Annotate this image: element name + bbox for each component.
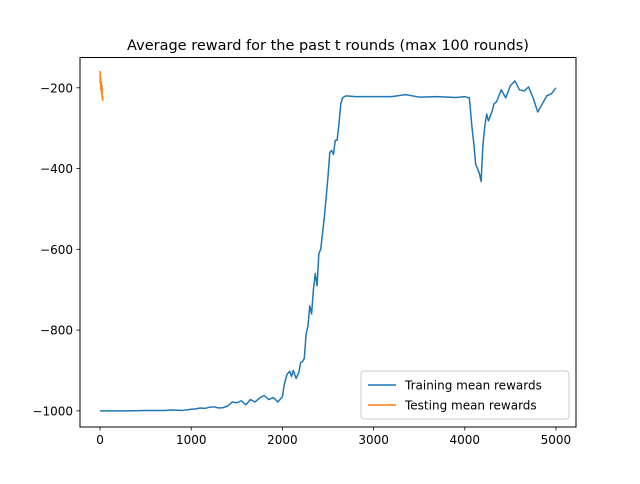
chart-title: Average reward for the past t rounds (ma… <box>127 38 529 54</box>
y-tick-label: −600 <box>40 243 73 257</box>
y-tick-label: −800 <box>40 324 73 338</box>
x-tick-label: 3000 <box>358 433 389 447</box>
x-axis: 0 1000 2000 3000 4000 5000 <box>96 427 571 447</box>
y-tick-label: −200 <box>40 81 73 95</box>
legend[interactable]: Training mean rewards Testing mean reward… <box>360 370 570 420</box>
plot-lines <box>99 70 557 412</box>
legend-box <box>360 370 570 420</box>
y-axis: −1000 −800 −600 −400 −200 <box>32 81 80 418</box>
y-tick-label: −400 <box>40 162 73 176</box>
x-tick-label: 1000 <box>176 433 207 447</box>
series-line-training <box>100 80 557 412</box>
x-tick-label: 2000 <box>267 433 298 447</box>
legend-label: Training mean rewards <box>404 379 542 393</box>
y-tick-label: −1000 <box>32 404 73 418</box>
series-line-testing <box>99 70 104 101</box>
x-tick-label: 4000 <box>449 433 480 447</box>
x-tick-label: 0 <box>96 433 104 447</box>
legend-label: Testing mean rewards <box>404 399 537 413</box>
x-tick-label: 5000 <box>541 433 572 447</box>
plot-frame <box>79 57 577 428</box>
